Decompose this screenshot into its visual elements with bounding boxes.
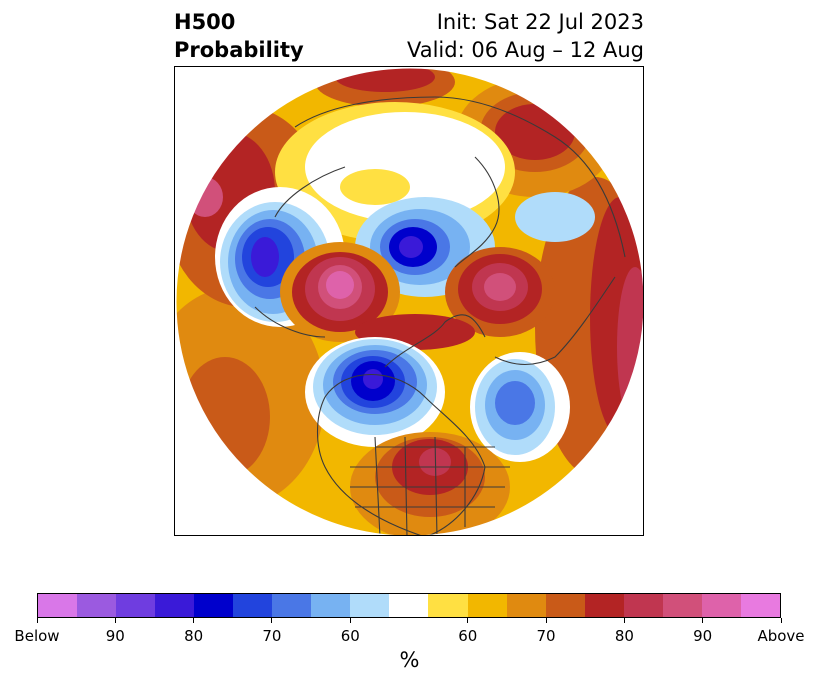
colorbar-tick-mark (114, 618, 116, 623)
colorbar-segment (740, 594, 780, 617)
title-variable: H500 (174, 10, 236, 34)
colorbar-tick-label: 60 (340, 627, 360, 645)
colorbar-segment (155, 594, 195, 617)
colorbar-segment (623, 594, 663, 617)
title-left: H500 Probability (174, 8, 304, 64)
colorbar-tick-mark (623, 618, 625, 623)
valid-range: Valid: 06 Aug – 12 Aug (406, 38, 644, 62)
colorbar-tick-mark (780, 618, 782, 623)
colorbar-tick-label: 80 (184, 627, 204, 645)
colorbar-tick-label: 60 (458, 627, 478, 645)
colorbar-tick-mark (545, 618, 547, 623)
colorbar-tick-label: 70 (536, 627, 556, 645)
colorbar-tick-mark (349, 618, 351, 623)
colorbar-segment (584, 594, 624, 617)
colorbar-segment (545, 594, 585, 617)
colorbar-tick-label: 70 (262, 627, 282, 645)
colorbar-tick-label: 80 (614, 627, 634, 645)
colorbar-tick-label: 90 (693, 627, 713, 645)
colorbar-segment (38, 594, 78, 617)
init-date: Init: Sat 22 Jul 2023 (436, 10, 644, 34)
colorbar-segment (116, 594, 156, 617)
colorbar-tick-label: Below (14, 627, 60, 645)
colorbar-segment (701, 594, 741, 617)
colorbar-tick-label: Above (757, 627, 805, 645)
colorbar-segment (428, 594, 468, 617)
colorbar-segment (77, 594, 117, 617)
colorbar-segment (350, 594, 390, 617)
colorbar-segment (272, 594, 312, 617)
colorbar-segment (389, 594, 429, 617)
hemisphere-map (175, 67, 643, 535)
colorbar-segment (467, 594, 507, 617)
colorbar-tick-label: 90 (105, 627, 125, 645)
colorbar-segment (506, 594, 546, 617)
colorbar-tick-mark (271, 618, 273, 623)
colorbar-segment (194, 594, 234, 617)
colorbar-tick-mark (36, 618, 38, 623)
colorbar-unit-label: % (399, 648, 420, 672)
colorbar-segment (662, 594, 702, 617)
colorbar-segment (233, 594, 273, 617)
title-right: Init: Sat 22 Jul 2023 Valid: 06 Aug – 12… (407, 8, 644, 64)
colorbar (37, 593, 781, 618)
colorbar-tick-mark (467, 618, 469, 623)
colorbar-segment (311, 594, 351, 617)
colorbar-tick-mark (702, 618, 704, 623)
title-type: Probability (174, 38, 304, 62)
colorbar-tick-mark (193, 618, 195, 623)
map-panel (174, 66, 644, 536)
